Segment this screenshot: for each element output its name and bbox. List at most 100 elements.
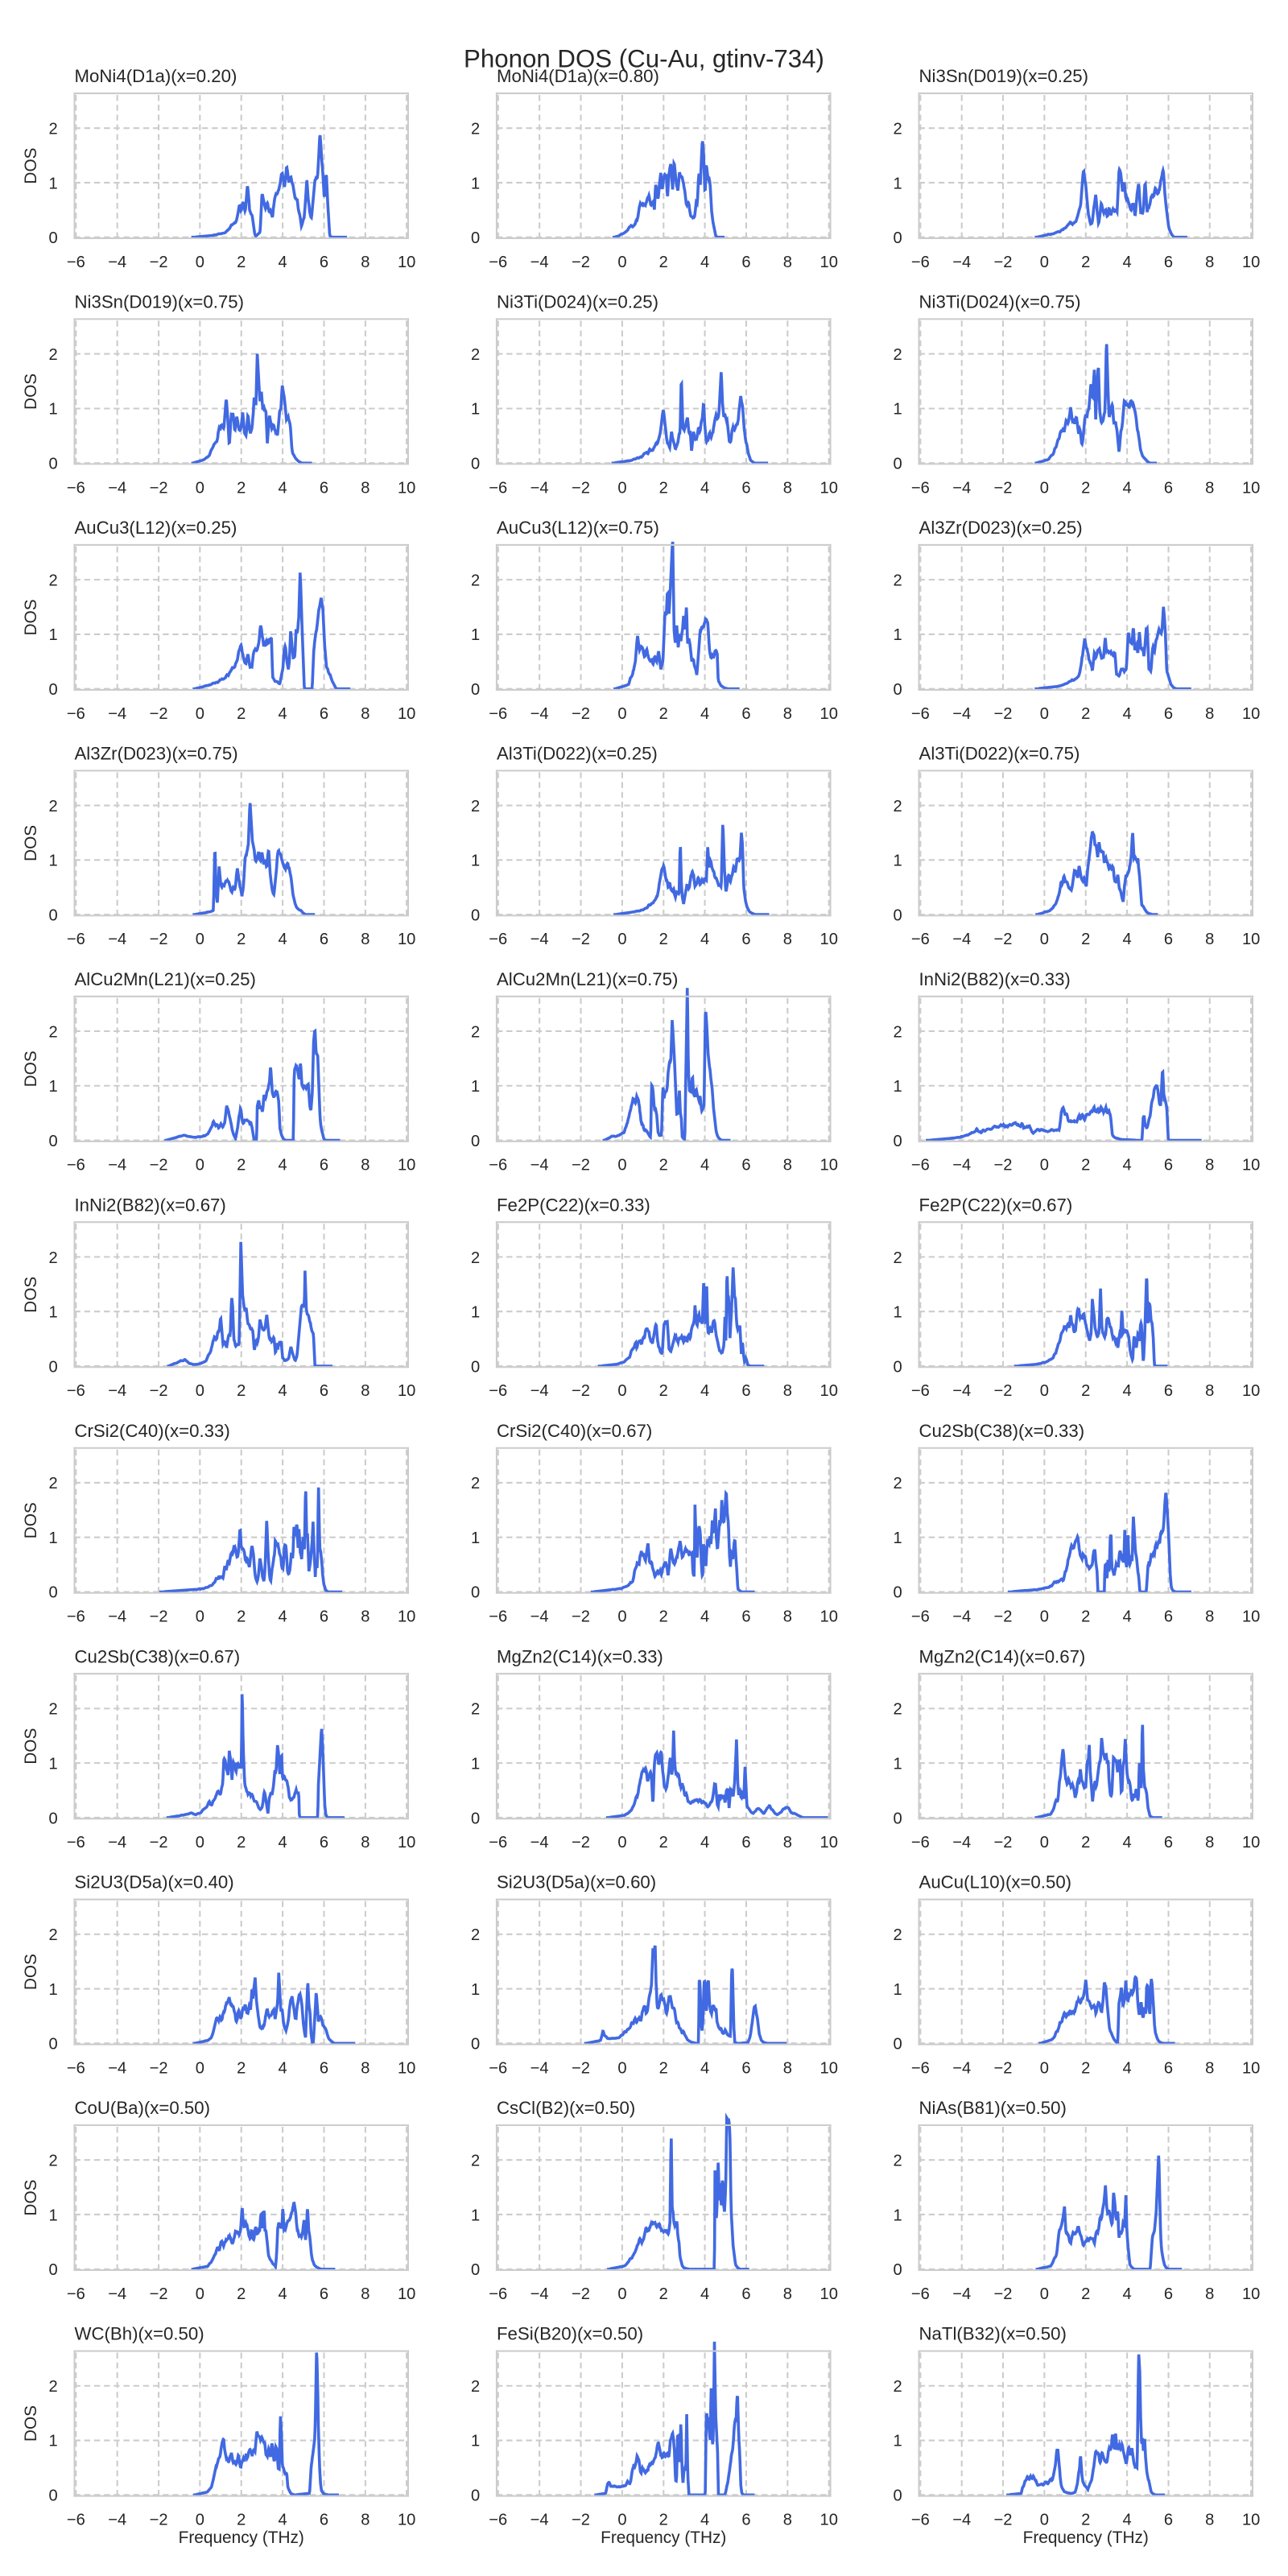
svg-text:1: 1 — [893, 175, 902, 192]
svg-text:0: 0 — [471, 455, 480, 473]
svg-text:6: 6 — [741, 1834, 750, 1852]
svg-text:−2: −2 — [572, 705, 590, 723]
svg-text:8: 8 — [361, 705, 369, 723]
svg-text:−4: −4 — [108, 1382, 126, 1400]
svg-text:10: 10 — [398, 254, 415, 271]
svg-text:2: 2 — [893, 1701, 902, 1719]
svg-text:0: 0 — [893, 2487, 902, 2505]
svg-text:0: 0 — [1040, 931, 1049, 948]
svg-text:2: 2 — [893, 1475, 902, 1492]
svg-text:8: 8 — [361, 2059, 369, 2077]
svg-text:6: 6 — [320, 2059, 328, 2077]
svg-text:0: 0 — [1040, 1834, 1049, 1852]
svg-text:8: 8 — [361, 931, 369, 948]
svg-text:DOS: DOS — [22, 147, 40, 184]
svg-text:2: 2 — [893, 2378, 902, 2396]
svg-text:Ni3Ti(D024)(x=0.75): Ni3Ti(D024)(x=0.75) — [919, 292, 1081, 312]
svg-text:−2: −2 — [572, 254, 590, 271]
svg-text:−2: −2 — [993, 931, 1012, 948]
svg-text:8: 8 — [361, 254, 369, 271]
svg-text:4: 4 — [1123, 1382, 1132, 1400]
svg-text:8: 8 — [361, 2511, 369, 2529]
svg-text:−4: −4 — [108, 479, 126, 497]
svg-text:Ni3Ti(D024)(x=0.25): Ni3Ti(D024)(x=0.25) — [497, 292, 658, 312]
svg-text:2: 2 — [1081, 1608, 1090, 1626]
svg-text:10: 10 — [820, 254, 838, 271]
svg-text:0: 0 — [617, 1157, 626, 1174]
svg-text:−4: −4 — [108, 705, 126, 723]
svg-text:−2: −2 — [572, 2059, 590, 2077]
svg-text:FeSi(B20)(x=0.50): FeSi(B20)(x=0.50) — [497, 2324, 643, 2344]
svg-text:4: 4 — [279, 1834, 287, 1852]
svg-text:4: 4 — [700, 705, 709, 723]
svg-text:2: 2 — [237, 479, 246, 497]
svg-text:−2: −2 — [572, 2511, 590, 2529]
svg-text:6: 6 — [320, 1382, 328, 1400]
svg-text:Al3Zr(D023)(x=0.75): Al3Zr(D023)(x=0.75) — [75, 743, 238, 763]
svg-text:−6: −6 — [67, 1382, 85, 1400]
svg-text:8: 8 — [783, 1834, 792, 1852]
svg-text:DOS: DOS — [22, 1277, 40, 1313]
svg-text:2: 2 — [237, 1157, 246, 1174]
svg-text:10: 10 — [1242, 1608, 1260, 1626]
svg-text:1: 1 — [471, 1755, 480, 1773]
svg-text:10: 10 — [820, 1157, 838, 1174]
svg-text:8: 8 — [783, 1157, 792, 1174]
svg-text:−4: −4 — [108, 1157, 126, 1174]
svg-text:AlCu2Mn(L21)(x=0.25): AlCu2Mn(L21)(x=0.25) — [75, 969, 256, 989]
svg-text:CrSi2(C40)(x=0.67): CrSi2(C40)(x=0.67) — [497, 1421, 652, 1441]
svg-text:−4: −4 — [108, 931, 126, 948]
svg-text:2: 2 — [893, 346, 902, 364]
svg-text:2: 2 — [237, 1608, 246, 1626]
svg-text:8: 8 — [1205, 2285, 1214, 2303]
svg-text:0: 0 — [196, 1608, 204, 1626]
svg-text:2: 2 — [237, 2285, 246, 2303]
svg-text:4: 4 — [1123, 2059, 1132, 2077]
svg-text:0: 0 — [196, 2511, 204, 2529]
svg-text:6: 6 — [320, 479, 328, 497]
svg-text:6: 6 — [320, 1834, 328, 1852]
svg-text:0: 0 — [617, 2059, 626, 2077]
svg-text:4: 4 — [279, 1382, 287, 1400]
svg-text:4: 4 — [1123, 2285, 1132, 2303]
svg-text:2: 2 — [659, 479, 668, 497]
svg-text:6: 6 — [320, 1608, 328, 1626]
svg-text:−2: −2 — [572, 1382, 590, 1400]
svg-text:4: 4 — [1123, 931, 1132, 948]
svg-text:−2: −2 — [150, 1608, 168, 1626]
svg-text:−2: −2 — [993, 1157, 1012, 1174]
svg-text:−4: −4 — [108, 2059, 126, 2077]
svg-text:4: 4 — [279, 705, 287, 723]
svg-text:CsCl(B2)(x=0.50): CsCl(B2)(x=0.50) — [497, 2098, 635, 2118]
svg-text:−6: −6 — [67, 1608, 85, 1626]
svg-text:−6: −6 — [911, 931, 930, 948]
svg-text:8: 8 — [783, 479, 792, 497]
svg-text:0: 0 — [617, 1608, 626, 1626]
svg-text:−2: −2 — [572, 1834, 590, 1852]
svg-text:2: 2 — [1081, 1834, 1090, 1852]
svg-text:2: 2 — [471, 1023, 480, 1041]
svg-text:−4: −4 — [952, 2511, 971, 2529]
svg-text:−6: −6 — [911, 2285, 930, 2303]
svg-text:1: 1 — [471, 175, 480, 192]
svg-text:2: 2 — [1081, 1157, 1090, 1174]
svg-text:8: 8 — [1205, 1157, 1214, 1174]
svg-text:−6: −6 — [911, 705, 930, 723]
svg-text:2: 2 — [48, 1249, 57, 1267]
svg-text:0: 0 — [617, 2511, 626, 2529]
svg-text:0: 0 — [617, 1834, 626, 1852]
svg-text:10: 10 — [398, 2059, 415, 2077]
svg-text:Fe2P(C22)(x=0.67): Fe2P(C22)(x=0.67) — [919, 1195, 1073, 1215]
svg-text:8: 8 — [1205, 705, 1214, 723]
svg-text:−4: −4 — [530, 2285, 549, 2303]
svg-text:2: 2 — [48, 1926, 57, 1944]
svg-text:−6: −6 — [911, 1834, 930, 1852]
svg-text:2: 2 — [48, 346, 57, 364]
svg-text:AuCu3(L12)(x=0.25): AuCu3(L12)(x=0.25) — [75, 518, 237, 538]
svg-text:2: 2 — [48, 2378, 57, 2396]
svg-text:2: 2 — [471, 1926, 480, 1944]
svg-text:1: 1 — [48, 2433, 57, 2450]
svg-text:6: 6 — [741, 2285, 750, 2303]
svg-text:1: 1 — [471, 1304, 480, 1322]
svg-text:8: 8 — [1205, 1608, 1214, 1626]
